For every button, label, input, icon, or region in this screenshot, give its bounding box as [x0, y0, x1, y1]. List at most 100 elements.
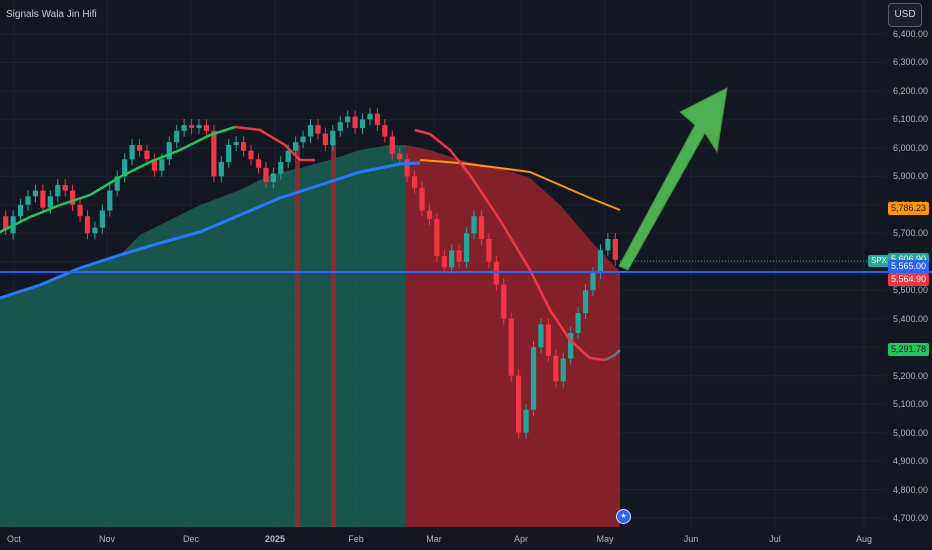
price-tick-label: 4,800.00: [893, 484, 929, 495]
candle-body: [464, 233, 470, 262]
candle-body: [226, 145, 232, 163]
candle-body: [77, 204, 83, 217]
candle-body: [136, 145, 143, 151]
price-tick-label: 5,400.00: [893, 313, 929, 324]
price-tick-label: 5,000.00: [893, 427, 929, 438]
time-tick-label: Oct: [6, 534, 22, 544]
candle-body: [560, 358, 566, 382]
candle-body: [538, 324, 544, 348]
candle-body: [597, 250, 604, 274]
candle-body: [144, 150, 150, 160]
price-tick-label: 5,700.00: [893, 228, 929, 239]
price-label-badge: 5,565.00: [888, 259, 930, 273]
candle-body: [114, 176, 120, 191]
candle-body: [62, 184, 68, 191]
price-tick-label: 5,100.00: [893, 399, 929, 410]
red-band-2: [331, 140, 336, 527]
time-tick-label: Mar: [426, 534, 442, 544]
candle-body: [449, 250, 455, 268]
candle-body: [359, 119, 366, 128]
candle-body: [233, 142, 239, 146]
candle-body: [166, 142, 172, 160]
candle-body: [330, 130, 336, 146]
candle-body: [203, 125, 210, 131]
projection-arrow[interactable]: [618, 87, 728, 271]
price-tick-label: 5,200.00: [893, 370, 929, 381]
candle-body: [17, 204, 24, 217]
price-tick-label: 4,900.00: [893, 456, 929, 467]
time-tick-label: Jun: [683, 534, 699, 544]
candle-body: [345, 116, 351, 123]
candle-body: [92, 227, 98, 234]
candle-body: [263, 167, 269, 183]
candle-body: [25, 196, 31, 205]
price-tick-label: 6,100.00: [893, 114, 929, 125]
candle-body: [426, 210, 433, 220]
candle-body: [174, 130, 180, 143]
candle-body: [255, 159, 262, 168]
candle-body: [382, 125, 388, 137]
candle-body: [129, 145, 135, 160]
candle-body: [270, 173, 276, 183]
candle-body: [590, 273, 596, 291]
candle-body: [352, 116, 358, 128]
candle-body: [508, 318, 514, 376]
time-tick-label: Jul: [769, 534, 781, 544]
price-label-badge: 5,564.90: [888, 272, 930, 286]
candle-body: [47, 196, 53, 208]
price-tick-label: 5,900.00: [893, 171, 929, 182]
red-band-1: [295, 145, 300, 527]
time-tick-label: Apr: [513, 534, 529, 544]
candlestick-series: [3, 107, 618, 439]
price-label-badge: 5,786.23: [888, 201, 930, 215]
time-tick-label: 2025: [264, 534, 286, 544]
bullish-shaded-area: [0, 145, 406, 527]
price-tick-label: 5,500.00: [893, 285, 929, 296]
price-tick-label: 6,300.00: [893, 57, 929, 68]
candle-body: [493, 261, 499, 285]
fast-moving-average-down-line: [234, 125, 606, 362]
slow-moving-average-line: [0, 161, 421, 300]
candle-body: [411, 176, 418, 188]
candle-body: [575, 313, 581, 333]
candle-body: [337, 122, 343, 131]
fast-moving-average-up-line: [0, 125, 236, 234]
us-flag-icon[interactable]: ★: [616, 509, 631, 524]
candle-body: [70, 190, 76, 205]
candle-body: [55, 184, 61, 197]
candle-body: [582, 290, 589, 314]
price-tick-label: 6,200.00: [893, 85, 929, 96]
time-tick-label: Feb: [348, 534, 364, 544]
candle-body: [159, 159, 165, 171]
candle-body: [84, 216, 91, 234]
candle-body: [568, 332, 574, 359]
candle-body: [107, 190, 113, 211]
candle-body: [471, 216, 477, 234]
candle-body: [188, 125, 195, 128]
time-tick-label: May: [596, 534, 614, 544]
candle-body: [367, 113, 373, 120]
currency-selector-button[interactable]: USD: [888, 3, 922, 27]
candle-body: [278, 162, 284, 174]
candle-body: [285, 150, 291, 163]
candle-body: [419, 187, 425, 211]
time-tick-label: Dec: [182, 534, 200, 544]
candle-body: [456, 250, 462, 262]
chart-title: Signals Wala Jin Hifi: [6, 9, 97, 20]
candle-body: [40, 190, 46, 208]
price-tick-label: 4,700.00: [893, 513, 929, 523]
price-tick-label: 6,000.00: [893, 142, 929, 153]
candle-body: [434, 219, 440, 257]
candle-body: [196, 125, 202, 128]
candle-body: [307, 125, 314, 137]
time-tick-label: Nov: [98, 534, 116, 544]
candle-body: [122, 159, 128, 177]
candle-body: [300, 136, 306, 143]
candle-body: [612, 238, 618, 260]
candle-body: [516, 375, 522, 433]
price-label-badge: 5,291.78: [888, 342, 930, 356]
symbol-badge: SPX: [868, 255, 891, 267]
candle-body: [293, 142, 299, 151]
candle-body: [553, 355, 559, 382]
